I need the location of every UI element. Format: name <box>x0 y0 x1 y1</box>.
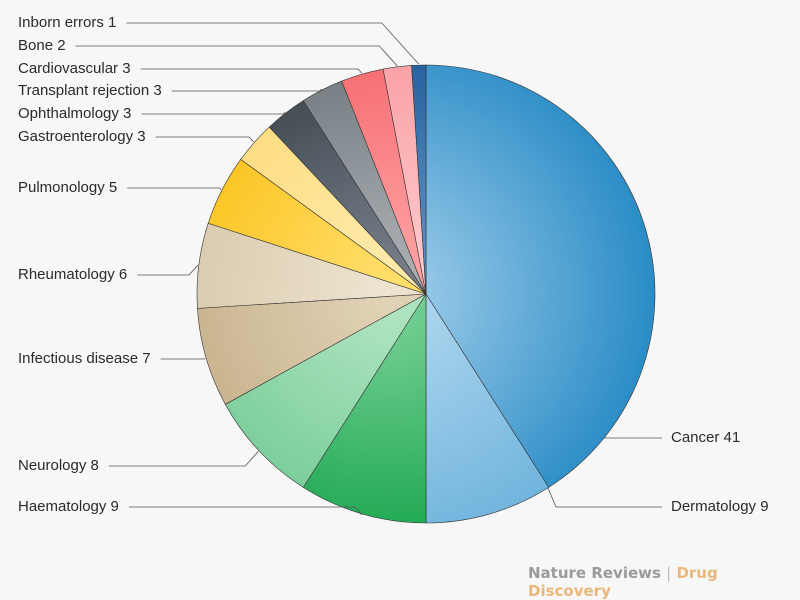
slice-label: Transplant rejection 3 <box>18 82 162 99</box>
slice-label: Ophthalmology 3 <box>18 105 131 122</box>
leader-line <box>108 451 259 467</box>
footer-separator: | <box>666 564 672 582</box>
pie-slice-neurology <box>224 293 427 488</box>
leader-line <box>160 357 206 360</box>
leader-lines <box>75 22 662 516</box>
leader-line <box>75 45 398 67</box>
slice-label: Cancer 41 <box>671 429 740 446</box>
slice-labels: Cancer 41 Dermatology 9 Haematology 9 Neuro… <box>18 14 769 515</box>
leader-line <box>171 88 322 92</box>
leader-line <box>126 22 420 65</box>
leader-line <box>141 111 286 115</box>
leader-line <box>155 136 254 143</box>
pie-slice-dermatology <box>425 292 550 524</box>
slice-label: Pulmonology 5 <box>18 179 117 196</box>
leader-line <box>140 68 363 74</box>
pie-slice-cancer <box>425 64 656 488</box>
slice-label: Dermatology 9 <box>671 498 769 515</box>
leader-line <box>547 487 662 508</box>
slice-label: Gastroenterology 3 <box>18 128 146 145</box>
pie-slices <box>196 64 656 524</box>
leader-line <box>137 264 199 276</box>
leader-line <box>128 506 363 516</box>
slice-label: Rheumatology 6 <box>18 266 127 283</box>
slice-label: Inborn errors 1 <box>18 14 116 31</box>
slice-label: Infectious disease 7 <box>18 350 151 367</box>
slice-label: Bone 2 <box>18 37 66 54</box>
publisher-name: Nature Reviews <box>528 564 661 582</box>
slice-label: Haematology 9 <box>18 498 119 515</box>
pie-slice-inborn-errors <box>411 64 427 295</box>
leader-line <box>127 187 222 190</box>
pie-slice-haematology <box>302 292 427 524</box>
slice-label: Neurology 8 <box>18 457 99 474</box>
slice-label: Cardiovascular 3 <box>18 60 131 77</box>
